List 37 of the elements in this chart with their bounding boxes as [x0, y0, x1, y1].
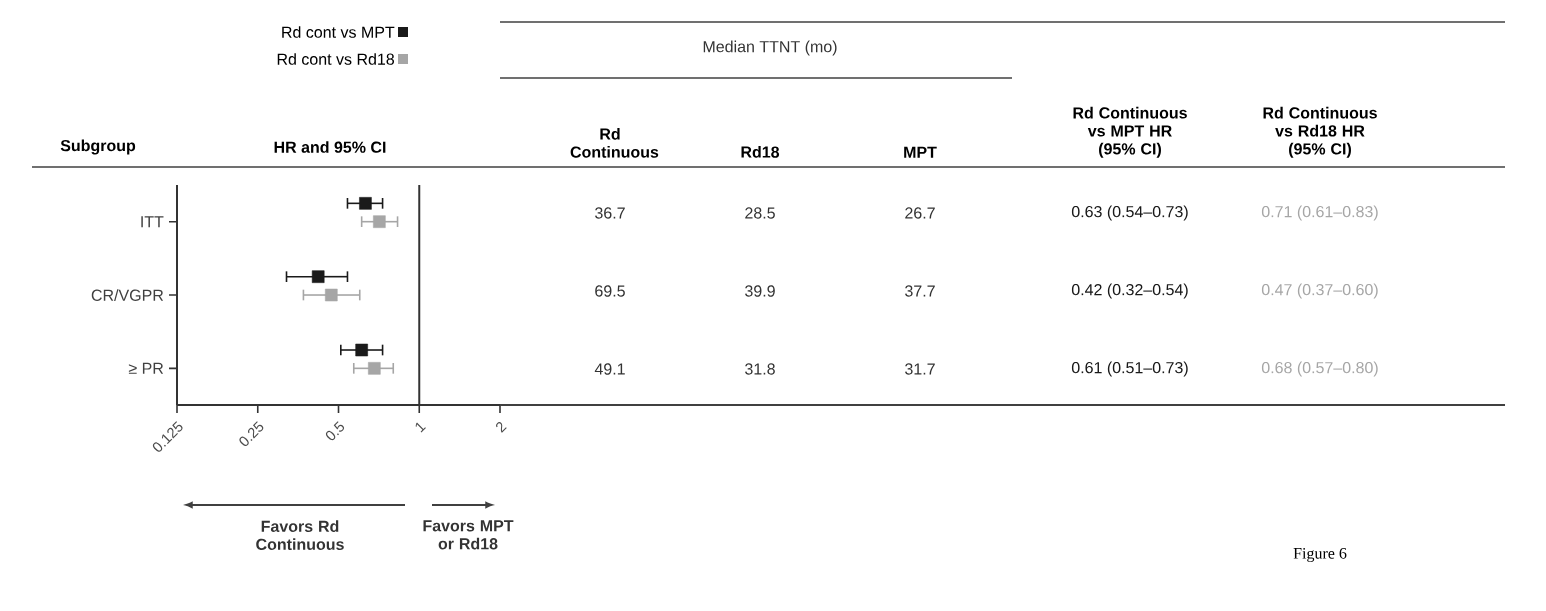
text: Rd18: [741, 146, 780, 158]
text: Favors MPT or Rd18: [423, 520, 514, 550]
data-label: 0.42 (0.32–0.54): [1071, 283, 1188, 299]
y-tick-label: ≥ PR: [128, 362, 164, 374]
text: Favors Rd Continuous: [256, 520, 344, 551]
text: Median TTNT (mo): [703, 40, 837, 56]
data-label: 0.61 (0.51–0.73): [1071, 361, 1188, 377]
data-label: 0.68 (0.57–0.80): [1261, 361, 1378, 377]
point: [368, 362, 381, 375]
text: 31.7: [905, 363, 935, 375]
y-tick-label: ITT: [141, 216, 164, 228]
text: Rd Continuous vs MPT HR (95% CI): [1073, 106, 1187, 158]
point: [325, 288, 338, 302]
text: Rd Continuous vs Rd18 HR (95% CI): [1263, 106, 1377, 158]
x-tick-label: 1: [415, 422, 426, 433]
text: 26.7: [905, 207, 935, 219]
text: 49.1: [594, 363, 625, 375]
text: HR and 95% CI: [274, 141, 386, 153]
data-label: 0.47 (0.37–0.60): [1261, 283, 1378, 299]
text: 39.9: [745, 285, 775, 297]
text: 31.8: [745, 363, 775, 375]
text: 28.5: [745, 207, 775, 219]
text: Subgroup: [60, 139, 136, 155]
y-tick-label: CR/VGPR: [91, 289, 164, 301]
point: [373, 215, 386, 228]
caption: Figure 6: [1293, 547, 1347, 563]
data-label: 0.71 (0.61–0.83): [1261, 205, 1378, 221]
text: 37.7: [905, 285, 935, 297]
text: Rd Continuous: [570, 128, 659, 158]
x-tick-label: 0.5: [325, 421, 345, 441]
legend-label: Rd cont vs Rd18: [277, 53, 395, 65]
text: 36.7: [595, 207, 625, 219]
x-tick-label: 2: [496, 422, 507, 433]
text: MPT: [904, 146, 937, 158]
data-label: 0.63 (0.54–0.73): [1071, 205, 1188, 221]
text: 69.5: [595, 285, 625, 297]
legend-label: Rd cont vs MPT: [282, 26, 395, 38]
